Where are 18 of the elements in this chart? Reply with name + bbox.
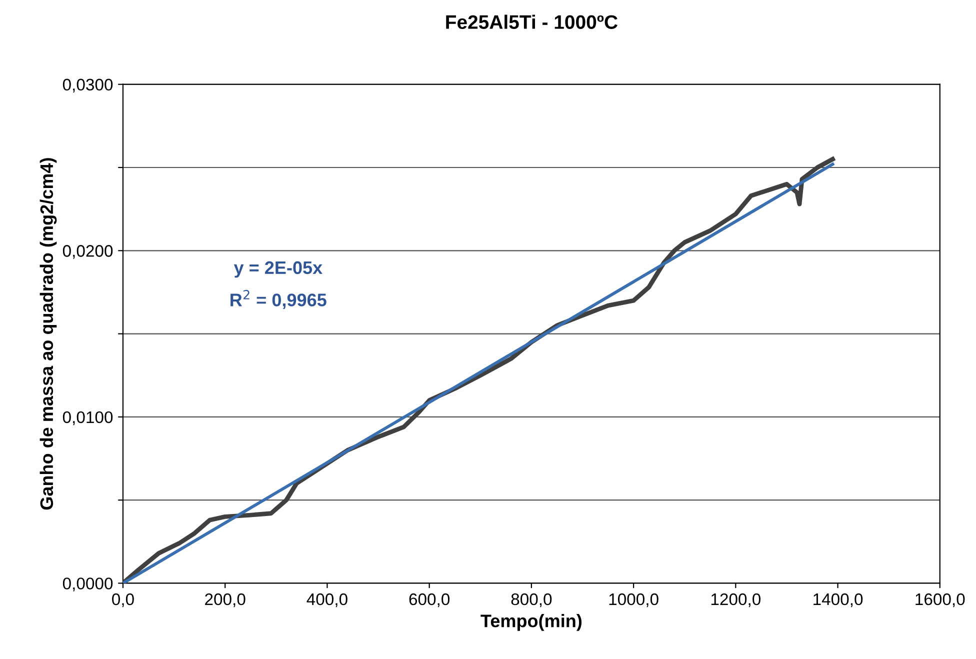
annotation: R$^{2}$ = 0,9965 xyxy=(230,290,326,310)
x-tick-label: 600,0 xyxy=(409,593,450,608)
x-axis-title: Tempo(min) xyxy=(480,614,582,631)
x-tick-label: 800,0 xyxy=(511,593,552,608)
x-tick-label: 200,0 xyxy=(205,593,246,608)
annotation: y = 2E-05x xyxy=(234,261,322,278)
x-tick-label: 1200,0 xyxy=(711,593,760,608)
y-tick-label: 0,0000 xyxy=(62,578,113,592)
chart-title: Fe25Al5Ti - 1000ºC xyxy=(446,14,618,29)
x-tick-label: 1600,0 xyxy=(916,593,965,608)
y-axis-title: Ganho de massa ao quadrado (mg2/cm4) xyxy=(40,158,57,510)
x-tick-label: 0,0 xyxy=(112,593,134,608)
x-tick-label: 1400,0 xyxy=(814,593,863,608)
x-tick-label: 400,0 xyxy=(306,593,348,608)
y-tick-label: 0,0200 xyxy=(62,245,113,259)
x-tick-label: 1000,0 xyxy=(609,593,658,608)
y-tick-label: 0,0300 xyxy=(62,78,113,93)
y-tick-label: 0,0100 xyxy=(62,411,113,426)
